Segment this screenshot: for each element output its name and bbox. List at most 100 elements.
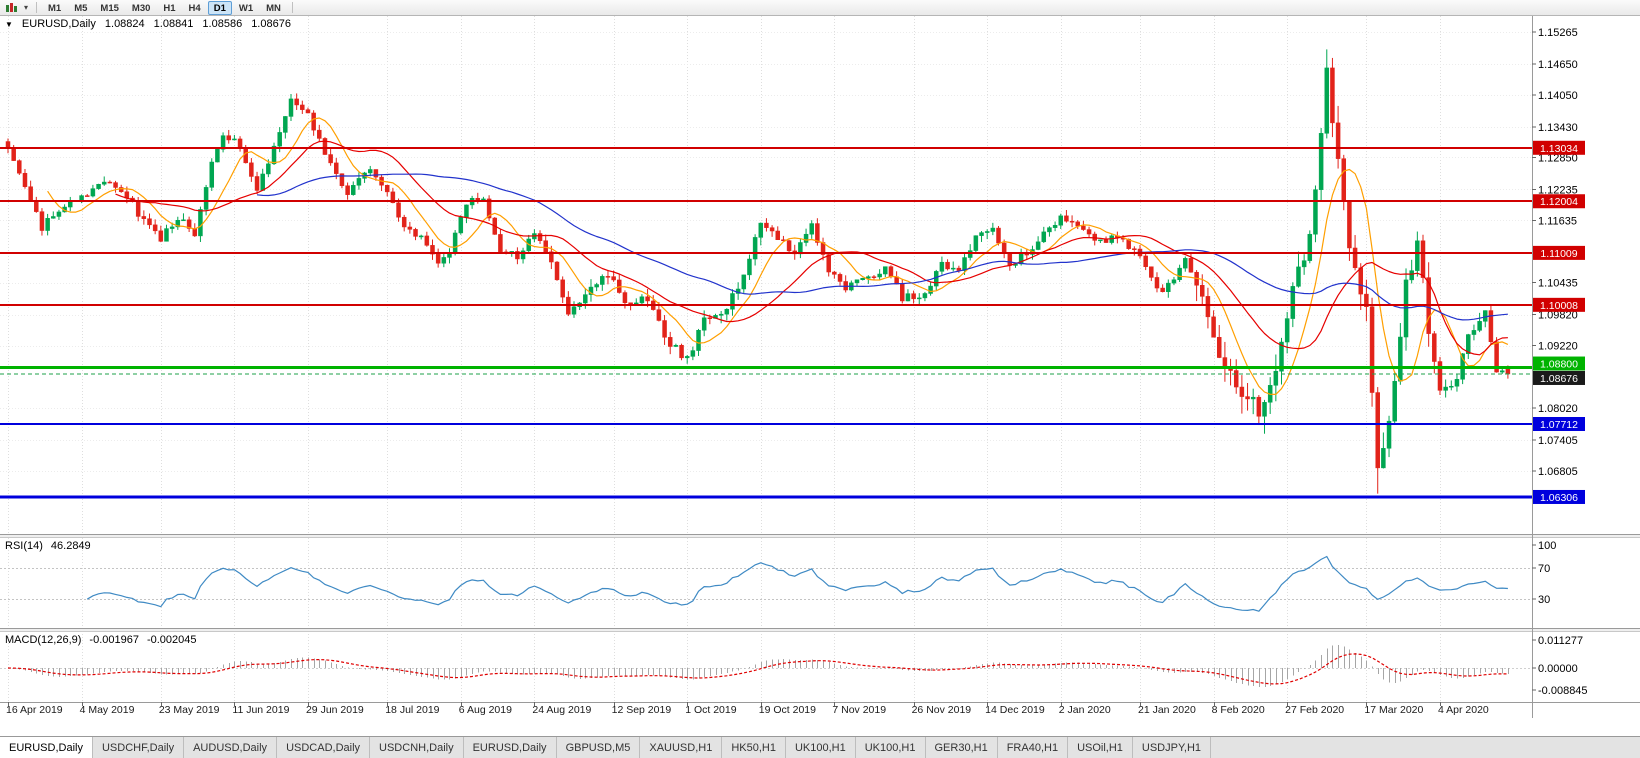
macd-histogram <box>14 644 1509 687</box>
chart-canvas[interactable]: 1.15265 1.14650 1.14050 1.13430 1.12850 1.122… <box>0 16 1640 736</box>
date-tick-label: 21 Jan 2020 <box>1138 704 1196 716</box>
chart-type-icon[interactable] <box>3 2 20 13</box>
ohlc-close: 1.08676 <box>251 18 291 30</box>
current-price-label <box>1533 370 1585 385</box>
price-tick-label: 1.15265 <box>1538 27 1578 39</box>
date-tick-label: 4 May 2019 <box>80 704 135 716</box>
rsi-label: RSI(14) 46.2849 <box>5 540 91 552</box>
date-tick-label: 26 Nov 2019 <box>912 704 972 716</box>
date-tick-label: 11 Jun 2019 <box>232 704 289 716</box>
chart-tab-3[interactable]: USDCAD,Daily <box>277 737 371 758</box>
grid-layer <box>0 16 1532 702</box>
date-tick-label: 17 Mar 2020 <box>1364 704 1423 716</box>
date-tick-label: 18 Jul 2019 <box>385 704 439 716</box>
timeframe-button-h4[interactable]: H4 <box>188 2 201 14</box>
date-tick-label: 8 Feb 2020 <box>1212 704 1265 716</box>
date-tick-label: 16 Apr 2019 <box>6 704 63 716</box>
current-price-label-text: 1.08676 <box>1540 373 1578 385</box>
timeframe-button-m1[interactable]: M1 <box>48 2 62 14</box>
chart-tab-14[interactable]: USDJPY,H1 <box>1132 737 1212 758</box>
price-tick-label: 1.14050 <box>1538 90 1578 102</box>
rsi-value: 46.2849 <box>50 540 91 552</box>
candles-layer <box>5 49 1511 494</box>
price-level-label <box>1533 417 1585 432</box>
rsi-name: RSI(14) <box>5 540 43 552</box>
symbol-label: EURUSD,Daily <box>21 18 96 30</box>
chart-info-line: ▼ EURUSD,Daily 1.08824 1.08841 1.08586 1… <box>5 18 291 30</box>
macd-value-main: -0.001967 <box>89 634 139 646</box>
timeframe-button-m5[interactable]: M5 <box>74 2 88 14</box>
tabbar-filler <box>1211 737 1640 758</box>
timeframe-toolbar: ▾ M1 M5 M15 M30 H1 H4 D1 W1 MN <box>0 0 1640 16</box>
price-level-label-text: 1.08800 <box>1540 359 1578 371</box>
price-level-label <box>1533 297 1585 312</box>
chart-tab-7[interactable]: XAUUSD,H1 <box>640 737 723 758</box>
price-level-label-text: 1.11009 <box>1540 248 1577 260</box>
timeframe-button-d1[interactable]: D1 <box>207 0 232 15</box>
price-tick-label: 1.09220 <box>1538 341 1578 353</box>
chart-tab-6[interactable]: GBPUSD,M5 <box>556 737 641 758</box>
timeframe-button-w1[interactable]: W1 <box>238 2 254 14</box>
moving-average-line-45 <box>256 173 1508 321</box>
chart-tab-5[interactable]: EURUSD,Daily <box>463 737 557 758</box>
timeframe-button-mn[interactable]: MN <box>266 2 281 14</box>
price-tick-label: 1.07405 <box>1538 435 1578 447</box>
date-tick-label: 24 Aug 2019 <box>532 704 591 716</box>
rsi-line <box>86 555 1508 612</box>
timeframe-button-m15[interactable]: M15 <box>100 2 119 14</box>
ohlc-low: 1.08586 <box>202 18 243 30</box>
chart-tabbar: EURUSD,Daily USDCHF,Daily AUDUSD,Daily USDC… <box>0 736 1640 758</box>
date-tick-label: 12 Sep 2019 <box>612 704 672 716</box>
chart-stage: 1.15265 1.14650 1.14050 1.13430 1.12850 1.122… <box>0 16 1640 736</box>
chart-tab-10[interactable]: UK100,H1 <box>855 737 926 758</box>
toolbar-separator <box>36 2 38 13</box>
price-level-label <box>1533 245 1585 260</box>
panel-splitter[interactable] <box>0 628 1640 632</box>
price-level-label <box>1533 356 1585 371</box>
price-tick-label: 1.09820 <box>1538 310 1578 322</box>
price-level-label-text: 1.12004 <box>1540 196 1578 208</box>
date-tick-label: 7 Nov 2019 <box>832 704 886 716</box>
rsi-tick-label: 70 <box>1538 563 1550 575</box>
macd-value-signal: -0.002045 <box>146 634 197 646</box>
macd-name: MACD(12,26,9) <box>5 634 82 646</box>
price-tick-label: 1.13430 <box>1538 122 1578 134</box>
chart-tab-13[interactable]: USOil,H1 <box>1068 737 1133 758</box>
chart-tab-11[interactable]: GER30,H1 <box>925 737 998 758</box>
ohlc-open: 1.08824 <box>104 18 145 30</box>
moving-average-line-20 <box>115 140 1508 356</box>
price-tick-label: 1.06805 <box>1538 466 1578 478</box>
chart-tab-4[interactable]: USDCNH,Daily <box>370 737 464 758</box>
levels-layer <box>0 146 1532 499</box>
chart-tab-8[interactable]: HK50,H1 <box>722 737 786 758</box>
timeframe-button-h1[interactable]: H1 <box>163 2 176 14</box>
price-tick-label: 1.12235 <box>1538 184 1578 196</box>
date-tick-label: 6 Aug 2019 <box>459 704 512 716</box>
macd-signal-line <box>7 653 1508 685</box>
date-tick-label: 2 Jan 2020 <box>1059 704 1111 716</box>
date-tick-label: 14 Dec 2019 <box>985 704 1045 716</box>
chart-tab-12[interactable]: FRA40,H1 <box>997 737 1069 758</box>
chart-tab-0[interactable]: EURUSD,Daily <box>0 737 93 758</box>
date-tick-label: 19 Oct 2019 <box>759 704 816 716</box>
price-level-label <box>1533 489 1585 504</box>
chart-tab-9[interactable]: UK100,H1 <box>785 737 856 758</box>
chart-tab-1[interactable]: USDCHF,Daily <box>92 737 185 758</box>
price-level-label-text: 1.06306 <box>1540 492 1578 504</box>
macd-tick-label: 0.00000 <box>1538 663 1578 675</box>
price-level-label <box>1533 194 1585 209</box>
chart-tab-2[interactable]: AUDUSD,Daily <box>184 737 278 758</box>
date-tick-label: 1 Oct 2019 <box>685 704 737 716</box>
symbol-caret-icon[interactable]: ▼ <box>5 19 13 29</box>
price-level-label-text: 1.07712 <box>1540 419 1578 431</box>
panel-splitter[interactable] <box>0 534 1640 538</box>
chart-dropdown-caret-icon[interactable]: ▾ <box>24 2 29 12</box>
date-tick-label: 29 Jun 2019 <box>306 704 364 716</box>
price-level-label <box>1533 140 1585 155</box>
price-level-label-text: 1.13034 <box>1540 143 1578 155</box>
moving-average-line-8 <box>47 117 1509 395</box>
price-level-label-text: 1.10008 <box>1540 300 1578 312</box>
timeframe-buttons: M1 M5 M15 M30 H1 H4 D1 W1 MN <box>42 0 287 15</box>
timeframe-button-m30[interactable]: M30 <box>131 2 151 14</box>
